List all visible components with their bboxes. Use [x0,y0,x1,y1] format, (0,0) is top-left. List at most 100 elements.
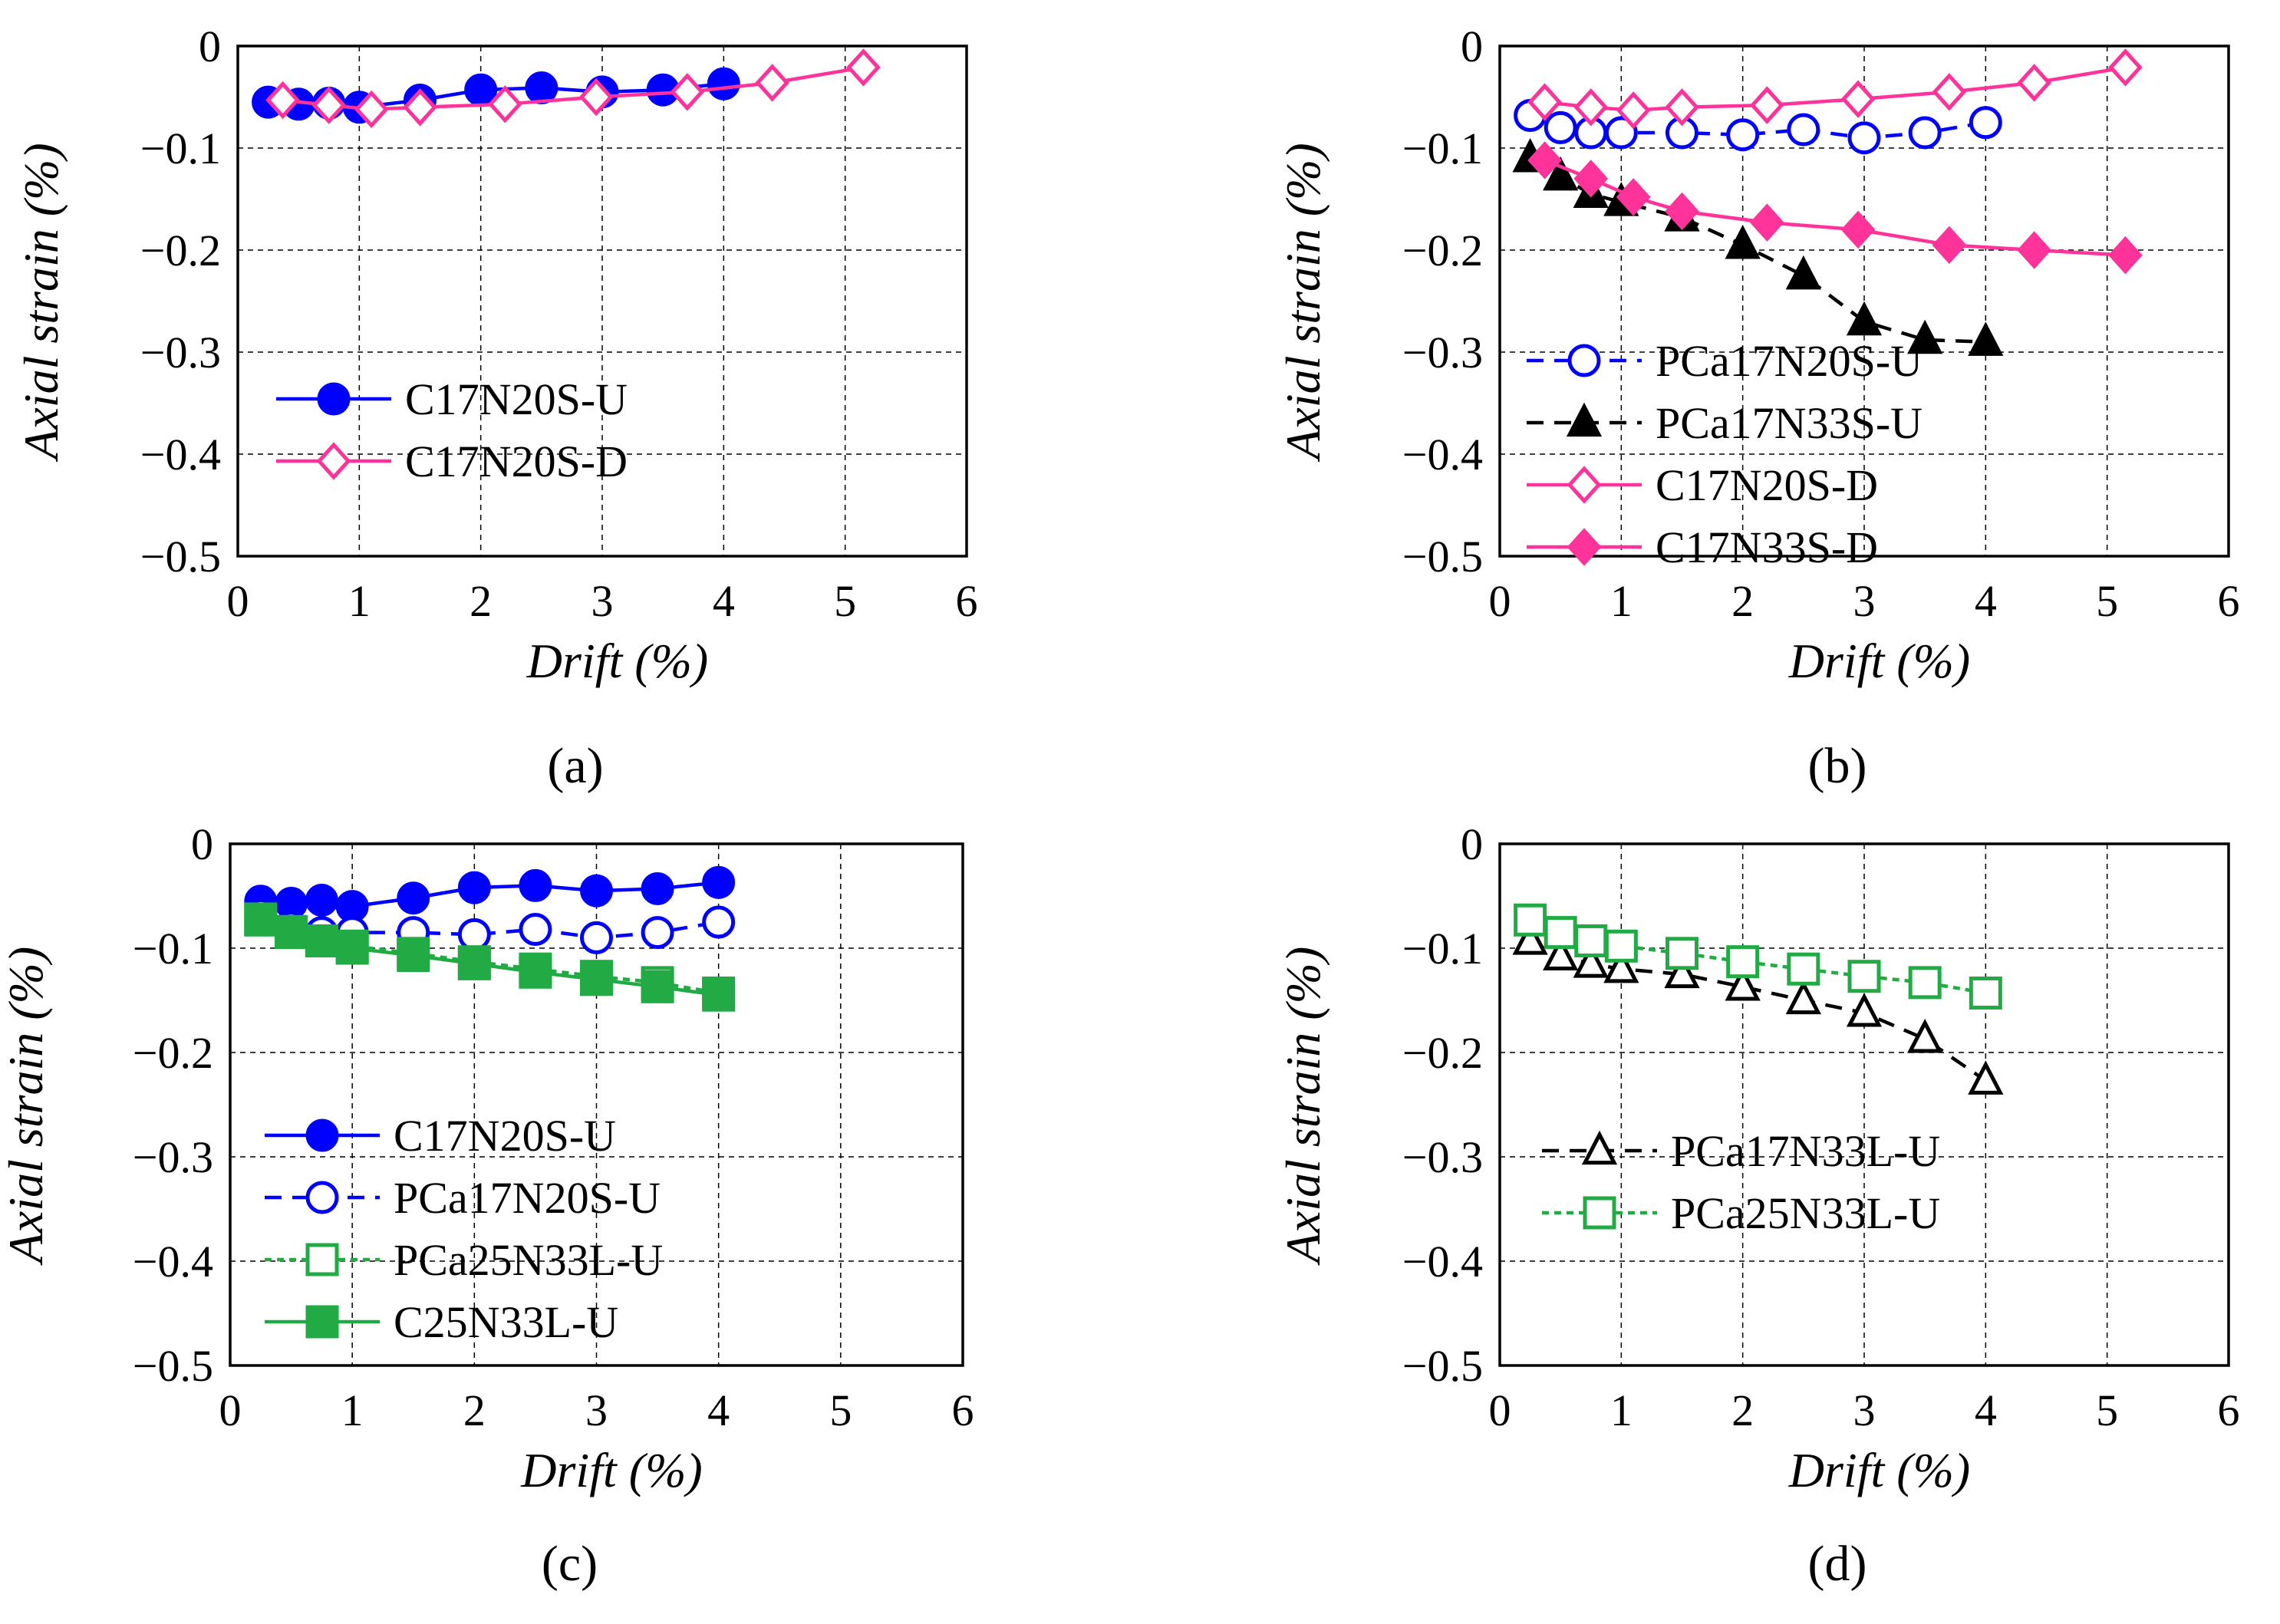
legend-entry: C17N20S-U [265,1111,616,1161]
legend-marker [1581,1130,1618,1165]
data-point [1616,178,1651,216]
y-axis-label: Axial strain (%) [1276,947,1330,1266]
panel-label: (c) [542,1536,598,1592]
data-point [265,81,300,120]
series-line [259,918,720,995]
series-C17N33S-D [1527,141,2143,275]
series-C17N20S-D [1527,48,2143,130]
series-C25N33L-U [244,902,736,1012]
data-point [1573,88,1609,127]
data-point [1840,210,1876,249]
y-tick-label: −0.4 [1402,1237,1483,1286]
x-axis-label: Drift (%) [1788,1443,1970,1497]
x-tick-label: 2 [470,576,492,626]
data-point [580,921,613,954]
x-tick-label: 1 [348,576,371,626]
x-axis-label: Drift (%) [526,634,708,688]
legend-entry: PCa17N20S-U [265,1173,661,1223]
series-line [259,913,720,940]
y-tick-label: −0.5 [1402,1341,1483,1391]
data-point [397,939,430,973]
data-point [519,868,552,902]
legend-marker [1567,344,1601,377]
legend-label: C17N20S-U [394,1111,616,1161]
data-point [1664,954,1700,989]
data-point [2108,48,2143,87]
data-point [1908,116,1942,150]
series-C17N20S-U [244,865,736,924]
y-tick-label: 0 [1461,21,1483,71]
data-point [457,871,491,904]
data-point [1514,903,1547,937]
series-C17N20S-D [265,48,881,129]
plot-frame [236,44,968,558]
legend-entry: C17N20S-D [1527,460,1878,510]
data-point [1726,945,1760,979]
data-point [525,71,558,105]
y-axis-label: Axial strain (%) [1276,143,1330,462]
data-point [580,874,613,908]
data-point [1840,80,1876,118]
data-point [2108,236,2143,275]
data-point [519,955,552,989]
data-point [1726,118,1760,152]
data-point [457,947,491,980]
data-point [305,883,338,917]
data-point [1725,966,1761,1001]
data-point [275,914,308,948]
chart-panel-a: 0 1 2 3 4 5 6 0 −0.1 −0.2 −0.3 −0.4 −0.5 Drift (%) Axi… [14,21,978,794]
y-tick-label: −0.2 [140,226,221,275]
y-tick-label: −0.4 [133,1237,213,1286]
y-tick-label: −0.4 [1402,430,1483,479]
y-tick-label: −0.5 [133,1341,213,1391]
y-tick-label: 0 [1461,819,1483,869]
y-axis-label: Axial strain (%) [0,947,53,1266]
data-point [1573,944,1609,978]
x-tick-label: 5 [834,576,856,626]
panel-label: (a) [547,738,603,794]
data-point [1908,966,1942,1000]
legend-marker [305,1305,339,1339]
data-point [311,86,347,124]
data-point [1749,203,1784,242]
legend-label: C17N20S-D [1656,460,1878,510]
x-tick-label: 6 [2218,576,2240,626]
x-tick-label: 4 [1975,1385,1997,1435]
data-point [1665,192,1699,231]
data-point [1969,106,2002,140]
plot-frame [1498,44,2230,558]
data-point [578,77,614,117]
data-point [403,88,437,127]
y-tick-label: −0.1 [1402,924,1483,973]
panel-label: (b) [1808,738,1867,794]
legend-marker [1566,402,1603,437]
data-point [2017,64,2052,102]
gridlines [238,46,967,556]
plot-frame [1498,842,2230,1367]
data-point [1787,113,1820,147]
gridlines [1500,844,2229,1365]
chart-panel-b: 0 1 2 3 4 5 6 0 −0.1 −0.2 −0.3 −0.4 −0.5 Drift (%) Axi… [1276,21,2240,794]
x-tick-label: 5 [2096,576,2118,626]
y-tick-label: −0.5 [140,532,221,581]
data-point [1847,121,1881,155]
data-point [1512,921,1548,955]
legend-entry: C17N33S-D [1527,522,1878,572]
x-tick-label: 2 [463,1385,486,1435]
data-point [1907,1018,1943,1053]
x-tick-label: 1 [1610,1385,1633,1435]
x-axis-label: Drift (%) [1788,634,1970,688]
legend-marker [1583,1196,1616,1230]
series-PCa25N33L-U [1514,903,2002,1010]
legend-entry: PCa17N33S-U [1527,398,1923,448]
legend-marker [316,442,351,480]
data-point [1846,992,1883,1027]
legend-entry: PCa25N33L-U [265,1235,663,1285]
legend-label: PCa17N20S-U [394,1173,661,1223]
series-line [1529,918,1986,995]
y-tick-label: −0.1 [133,924,213,973]
x-tick-label: 3 [1853,1385,1876,1435]
data-point [397,881,430,915]
data-point [670,73,705,111]
